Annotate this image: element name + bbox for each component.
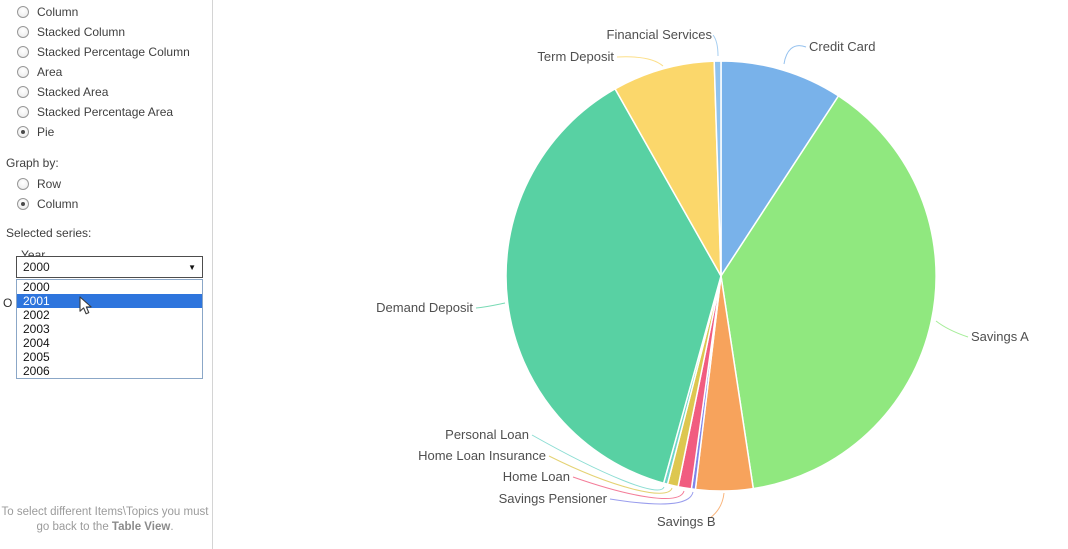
label-leader-line bbox=[709, 492, 725, 519]
graph-by-option-column[interactable]: Column bbox=[0, 194, 212, 214]
pie-slice[interactable] bbox=[505, 88, 722, 484]
footer-line1: To select different Items\Topics you mus… bbox=[1, 506, 209, 518]
footer-line2-suffix: . bbox=[170, 521, 174, 533]
pie-slice[interactable] bbox=[720, 95, 937, 490]
chart-type-option-stacked-percentage-area[interactable]: Stacked Percentage Area bbox=[0, 102, 212, 122]
sidebar-footer-note: To select different Items\Topics you mus… bbox=[0, 505, 210, 535]
radio-icon[interactable] bbox=[17, 26, 29, 38]
chevron-down-icon[interactable]: ▼ bbox=[188, 262, 196, 272]
year-option[interactable]: 2005 bbox=[23, 350, 50, 364]
year-dropdown-list: 2000 2001 2002 2003 2004 2005 2006 bbox=[16, 279, 203, 379]
chart-type-label: Pie bbox=[37, 125, 55, 139]
pie-slice-label: Personal Loan bbox=[445, 427, 529, 442]
year-option[interactable]: 2001 bbox=[17, 294, 202, 308]
radio-icon[interactable] bbox=[17, 46, 29, 58]
year-option[interactable]: 2006 bbox=[23, 364, 50, 378]
pie-slice-label: Home Loan Insurance bbox=[418, 448, 546, 463]
partially-hidden-label: O bbox=[3, 296, 13, 310]
chart-type-option-pie[interactable]: Pie bbox=[0, 122, 212, 142]
label-leader-line bbox=[712, 34, 719, 57]
chart-type-option-column[interactable]: Column bbox=[0, 2, 212, 22]
year-option[interactable]: 2000 bbox=[23, 280, 50, 294]
chart-type-option-area[interactable]: Area bbox=[0, 62, 212, 82]
pie-slice-label: Demand Deposit bbox=[376, 300, 473, 315]
pie-slice-label: Term Deposit bbox=[537, 49, 614, 64]
chart-type-option-stacked-percentage-column[interactable]: Stacked Percentage Column bbox=[0, 42, 212, 62]
label-leader-line bbox=[609, 491, 694, 505]
pie-chart: Credit Card Savings A Savings B Savings Pen… bbox=[376, 27, 1029, 529]
label-leader-line bbox=[935, 320, 969, 338]
label-leader-line bbox=[531, 434, 665, 491]
label-leader-line bbox=[475, 302, 506, 309]
chart-type-label: Stacked Area bbox=[37, 85, 109, 99]
chart-type-label: Column bbox=[37, 5, 79, 19]
chart-options-sidebar: Column Stacked Column Stacked Percentage… bbox=[0, 0, 213, 549]
pie-chart-area: Credit Card Savings A Savings B Savings Pen… bbox=[213, 0, 1068, 549]
radio-icon[interactable] bbox=[17, 6, 29, 18]
chart-type-label: Area bbox=[37, 65, 63, 79]
pie-slice-label: Home Loan bbox=[503, 469, 570, 484]
chart-type-radio-group: Column Stacked Column Stacked Percentage… bbox=[0, 0, 212, 142]
label-leader-line bbox=[783, 45, 807, 65]
chart-type-option-stacked-area[interactable]: Stacked Area bbox=[0, 82, 212, 102]
pie-slice[interactable] bbox=[713, 60, 722, 277]
year-option[interactable]: 2002 bbox=[23, 308, 50, 322]
year-select[interactable]: 2000 ▼ bbox=[16, 256, 203, 278]
pie-slice-label: Savings A bbox=[971, 329, 1029, 344]
graph-by-option-row[interactable]: Row bbox=[0, 174, 212, 194]
radio-icon[interactable] bbox=[17, 106, 29, 118]
pie-slice-label: Savings B bbox=[657, 514, 716, 529]
pie-slice-label: Financial Services bbox=[607, 27, 713, 42]
pie-slice[interactable] bbox=[720, 60, 840, 277]
label-leader-line bbox=[572, 476, 685, 499]
chart-type-label: Stacked Column bbox=[37, 25, 126, 39]
chart-type-label: Stacked Percentage Column bbox=[37, 45, 190, 59]
radio-icon[interactable] bbox=[17, 86, 29, 98]
radio-selected-icon[interactable] bbox=[17, 198, 29, 210]
year-option[interactable]: 2003 bbox=[23, 322, 50, 336]
pie-slice[interactable] bbox=[614, 60, 722, 277]
radio-icon[interactable] bbox=[17, 66, 29, 78]
pie-slice-label: Savings Pensioner bbox=[499, 491, 608, 506]
label-leader-line bbox=[548, 455, 673, 494]
table-view-reference: Table View bbox=[111, 521, 171, 533]
label-leader-line bbox=[616, 56, 664, 67]
graph-by-label: Row bbox=[37, 177, 62, 191]
year-option[interactable]: 2004 bbox=[23, 336, 50, 350]
radio-selected-icon[interactable] bbox=[17, 126, 29, 138]
chart-type-option-stacked-column[interactable]: Stacked Column bbox=[0, 22, 212, 42]
graph-by-heading: Graph by: bbox=[6, 156, 59, 170]
chart-type-label: Stacked Percentage Area bbox=[37, 105, 174, 119]
radio-icon[interactable] bbox=[17, 178, 29, 190]
year-select-value: 2000 bbox=[23, 260, 50, 274]
footer-line2-prefix: go back to the bbox=[36, 521, 112, 533]
graph-by-label: Column bbox=[37, 197, 79, 211]
selected-series-heading: Selected series: bbox=[6, 226, 92, 240]
pie-slice-label: Credit Card bbox=[809, 39, 875, 54]
